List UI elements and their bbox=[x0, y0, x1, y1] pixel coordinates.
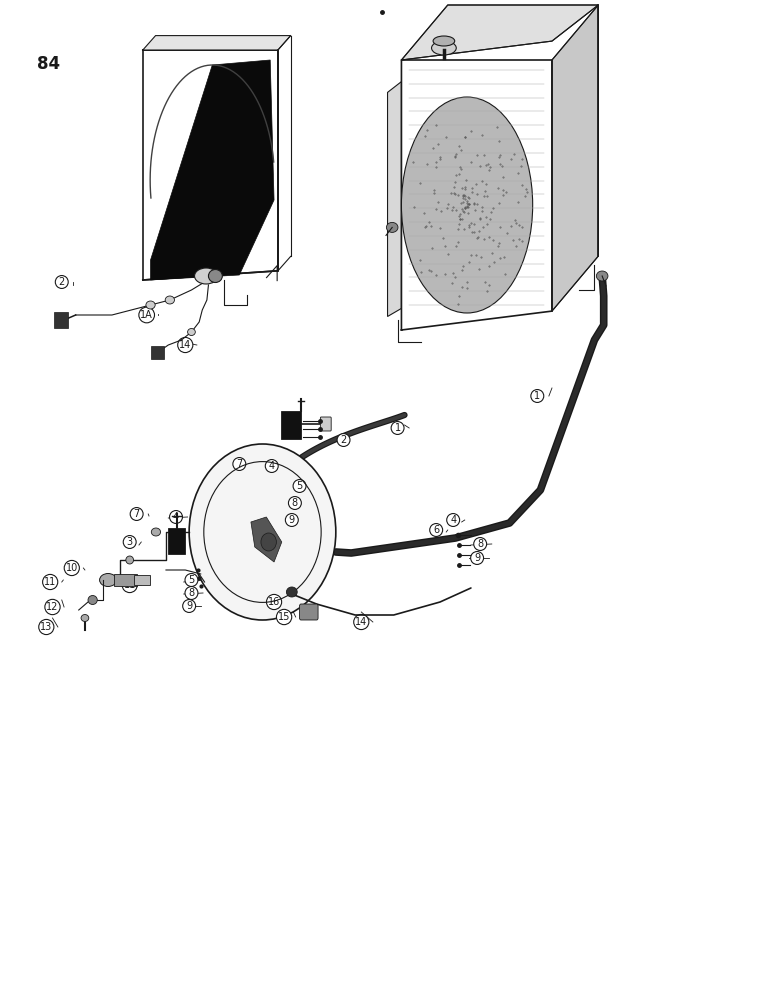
Polygon shape bbox=[401, 60, 552, 330]
Text: 10: 10 bbox=[66, 563, 78, 573]
Text: 9: 9 bbox=[474, 553, 480, 563]
Text: 2: 2 bbox=[340, 435, 347, 445]
Text: 8: 8 bbox=[477, 539, 483, 549]
Polygon shape bbox=[143, 50, 278, 280]
Text: 15: 15 bbox=[278, 612, 290, 622]
Text: 1: 1 bbox=[534, 391, 540, 401]
Text: 14: 14 bbox=[355, 617, 367, 627]
Bar bbox=[281, 411, 301, 439]
Bar bbox=[168, 528, 185, 554]
Text: 8: 8 bbox=[292, 498, 298, 508]
Text: 7: 7 bbox=[236, 459, 242, 469]
Ellipse shape bbox=[208, 269, 222, 282]
Ellipse shape bbox=[165, 296, 174, 304]
Text: 11: 11 bbox=[44, 577, 56, 587]
Ellipse shape bbox=[401, 97, 533, 313]
Ellipse shape bbox=[432, 41, 456, 55]
Text: 9: 9 bbox=[289, 515, 295, 525]
Text: 6: 6 bbox=[433, 525, 439, 535]
Text: 2: 2 bbox=[59, 277, 65, 287]
Ellipse shape bbox=[81, 614, 89, 621]
Text: 4: 4 bbox=[450, 515, 456, 525]
Text: 1: 1 bbox=[394, 423, 401, 433]
Text: 4: 4 bbox=[173, 512, 179, 522]
Text: 5: 5 bbox=[188, 575, 195, 585]
Ellipse shape bbox=[188, 328, 195, 336]
Text: 1A: 1A bbox=[141, 310, 153, 320]
Ellipse shape bbox=[597, 271, 608, 281]
Text: 5: 5 bbox=[296, 481, 303, 491]
Ellipse shape bbox=[286, 587, 297, 597]
Text: 3: 3 bbox=[127, 537, 133, 547]
Bar bbox=[151, 346, 164, 359]
Ellipse shape bbox=[151, 528, 161, 536]
Text: 16: 16 bbox=[268, 597, 280, 607]
FancyBboxPatch shape bbox=[300, 604, 318, 620]
Bar bbox=[54, 312, 68, 328]
Bar bbox=[114, 574, 137, 586]
Text: 4: 4 bbox=[269, 461, 275, 471]
Ellipse shape bbox=[146, 301, 155, 309]
Text: 13: 13 bbox=[40, 622, 52, 632]
Text: 9: 9 bbox=[186, 601, 192, 611]
FancyBboxPatch shape bbox=[320, 417, 331, 431]
Polygon shape bbox=[151, 60, 274, 280]
Text: 11: 11 bbox=[124, 580, 136, 590]
Text: 84: 84 bbox=[37, 55, 60, 73]
Text: 14: 14 bbox=[179, 340, 191, 350]
Text: 8: 8 bbox=[188, 588, 195, 598]
Polygon shape bbox=[388, 82, 401, 316]
Bar bbox=[134, 575, 150, 585]
Ellipse shape bbox=[100, 574, 117, 586]
Polygon shape bbox=[401, 5, 598, 60]
Polygon shape bbox=[251, 517, 282, 562]
Polygon shape bbox=[143, 36, 290, 50]
Ellipse shape bbox=[88, 596, 97, 604]
Ellipse shape bbox=[386, 222, 398, 232]
Polygon shape bbox=[552, 5, 598, 311]
Ellipse shape bbox=[126, 556, 134, 564]
Text: 7: 7 bbox=[134, 509, 140, 519]
Ellipse shape bbox=[261, 533, 276, 551]
Ellipse shape bbox=[195, 268, 218, 284]
Ellipse shape bbox=[189, 444, 336, 620]
Text: 12: 12 bbox=[46, 602, 59, 612]
Ellipse shape bbox=[433, 36, 455, 46]
